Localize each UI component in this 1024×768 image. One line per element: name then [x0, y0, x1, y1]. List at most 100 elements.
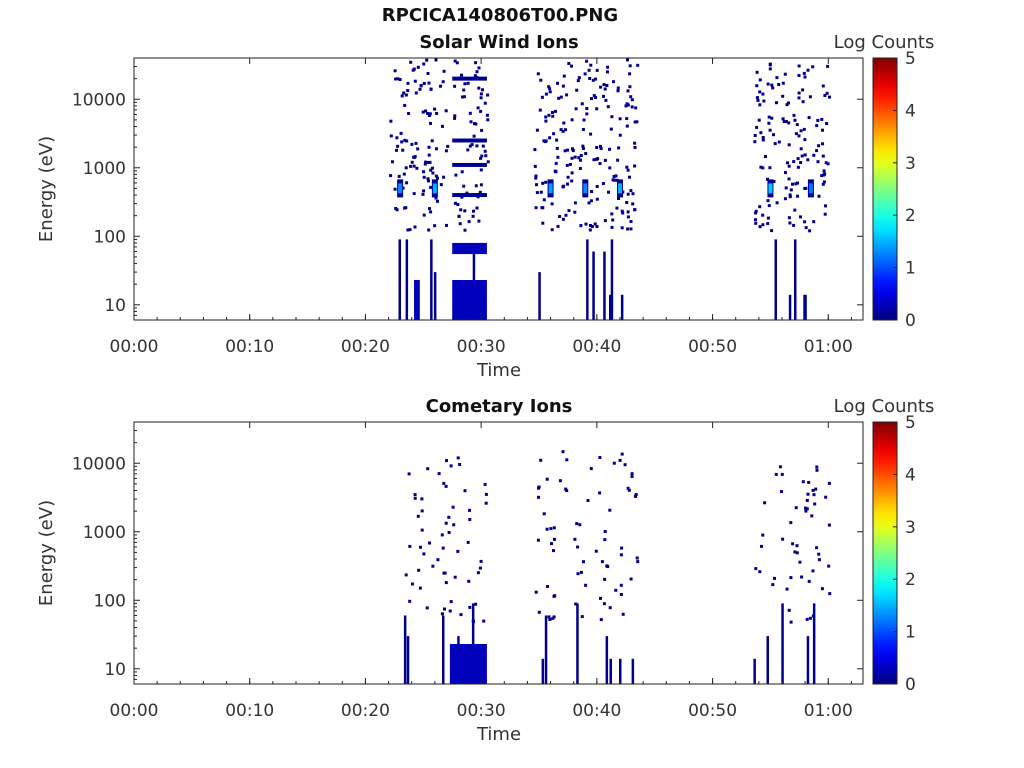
data-cell: [595, 185, 599, 188]
data-cell: [633, 164, 637, 168]
data-cell: [556, 81, 559, 85]
data-cell: [533, 164, 537, 168]
data-cell: [460, 170, 464, 174]
data-cell: [478, 190, 482, 194]
data-cell: [554, 161, 558, 165]
data-cell: [602, 83, 606, 87]
data-cell: [414, 91, 418, 95]
data-cell: [413, 79, 417, 83]
data-cell: [821, 154, 825, 158]
data-cell: [782, 120, 786, 123]
data-cell: [415, 166, 419, 170]
data-cell: [588, 228, 592, 232]
data-cell: [815, 149, 819, 153]
data-cell: [474, 602, 478, 606]
data-cell: [441, 546, 445, 550]
data-cell: [431, 171, 435, 175]
data-cell: [595, 225, 599, 228]
data-cell: [612, 461, 616, 465]
data-cell: [561, 450, 565, 454]
data-cell: [538, 108, 542, 112]
data-cell: [766, 199, 770, 203]
data-cell: [815, 468, 819, 472]
data-cell: [485, 113, 489, 117]
x-tick-label: 00:30: [457, 337, 506, 357]
data-cell: [474, 184, 478, 188]
data-cell: [406, 89, 410, 92]
data-cell: [462, 88, 466, 92]
data-cell: [541, 206, 545, 210]
data-cell: [773, 576, 776, 580]
data-cell: [451, 505, 455, 509]
data-cell: [457, 214, 461, 218]
data-cell: [754, 211, 758, 215]
data-cell: [446, 144, 450, 148]
x-tick-label: 00:20: [341, 701, 390, 721]
data-cell: [550, 202, 554, 206]
data-cell: [571, 147, 574, 151]
data-cell: [633, 208, 637, 212]
data-cell: [472, 209, 475, 213]
data-cell: [786, 161, 789, 165]
data-cell: [456, 549, 460, 553]
data-cell: [453, 201, 457, 205]
data-cell: [475, 70, 479, 74]
data-cell: [544, 119, 548, 123]
data-cell: [803, 220, 807, 224]
data-cell: [550, 542, 553, 546]
data-cell: [570, 171, 574, 175]
data-cell: [611, 218, 615, 222]
data-cell: [619, 593, 623, 596]
data-cell: [445, 223, 448, 227]
data-cell: [797, 134, 801, 138]
data-cell: [398, 239, 401, 320]
data-cell: [534, 590, 538, 594]
data-cell: [636, 560, 640, 564]
data-cell: [554, 109, 557, 113]
data-cell: [404, 206, 408, 210]
data-cell: [607, 190, 610, 194]
data-cell: [548, 87, 552, 91]
data-cell: [821, 84, 825, 88]
data-cell: [812, 603, 816, 684]
data-cell: [787, 216, 791, 220]
data-cell: [434, 196, 438, 200]
colorbar-label: Log Counts: [834, 32, 935, 53]
data-cell: [757, 118, 761, 122]
data-cell: [774, 239, 777, 320]
x-axis-label: Time: [476, 360, 521, 381]
data-cell: [755, 96, 759, 100]
data-cell: [781, 81, 785, 85]
data-cell: [633, 146, 637, 149]
data-cell: [598, 162, 602, 165]
data-cell-bright: [432, 183, 437, 194]
data-cell: [796, 194, 799, 198]
data-cell-bright: [768, 183, 773, 194]
plot-frame: [133, 57, 864, 321]
data-cell: [805, 499, 809, 502]
data-cell: [473, 74, 477, 78]
data-cell: [481, 144, 485, 148]
data-cell: [628, 64, 632, 68]
data-cell: [570, 179, 574, 183]
data-cell: [468, 111, 472, 115]
data-cell: [625, 117, 629, 121]
data-cell: [820, 587, 824, 591]
data-cell: [807, 480, 811, 484]
data-cell: [428, 160, 432, 164]
data-cell: [609, 127, 613, 131]
data-cell: [788, 193, 792, 197]
data-cell: [434, 58, 438, 62]
data-cell: [775, 101, 778, 105]
data-cell: [395, 208, 399, 212]
data-cell: [477, 219, 481, 223]
x-tick-label: 00:00: [110, 337, 159, 357]
figure-title: RPCICA140806T00.PNG: [381, 5, 619, 26]
data-cell: [620, 546, 624, 550]
data-cell: [799, 161, 803, 164]
data-cell: [541, 181, 545, 185]
data-cell: [620, 294, 624, 320]
data-cell: [828, 95, 831, 99]
x-tick-label: 00:30: [457, 701, 506, 721]
data-cell: [584, 222, 588, 226]
